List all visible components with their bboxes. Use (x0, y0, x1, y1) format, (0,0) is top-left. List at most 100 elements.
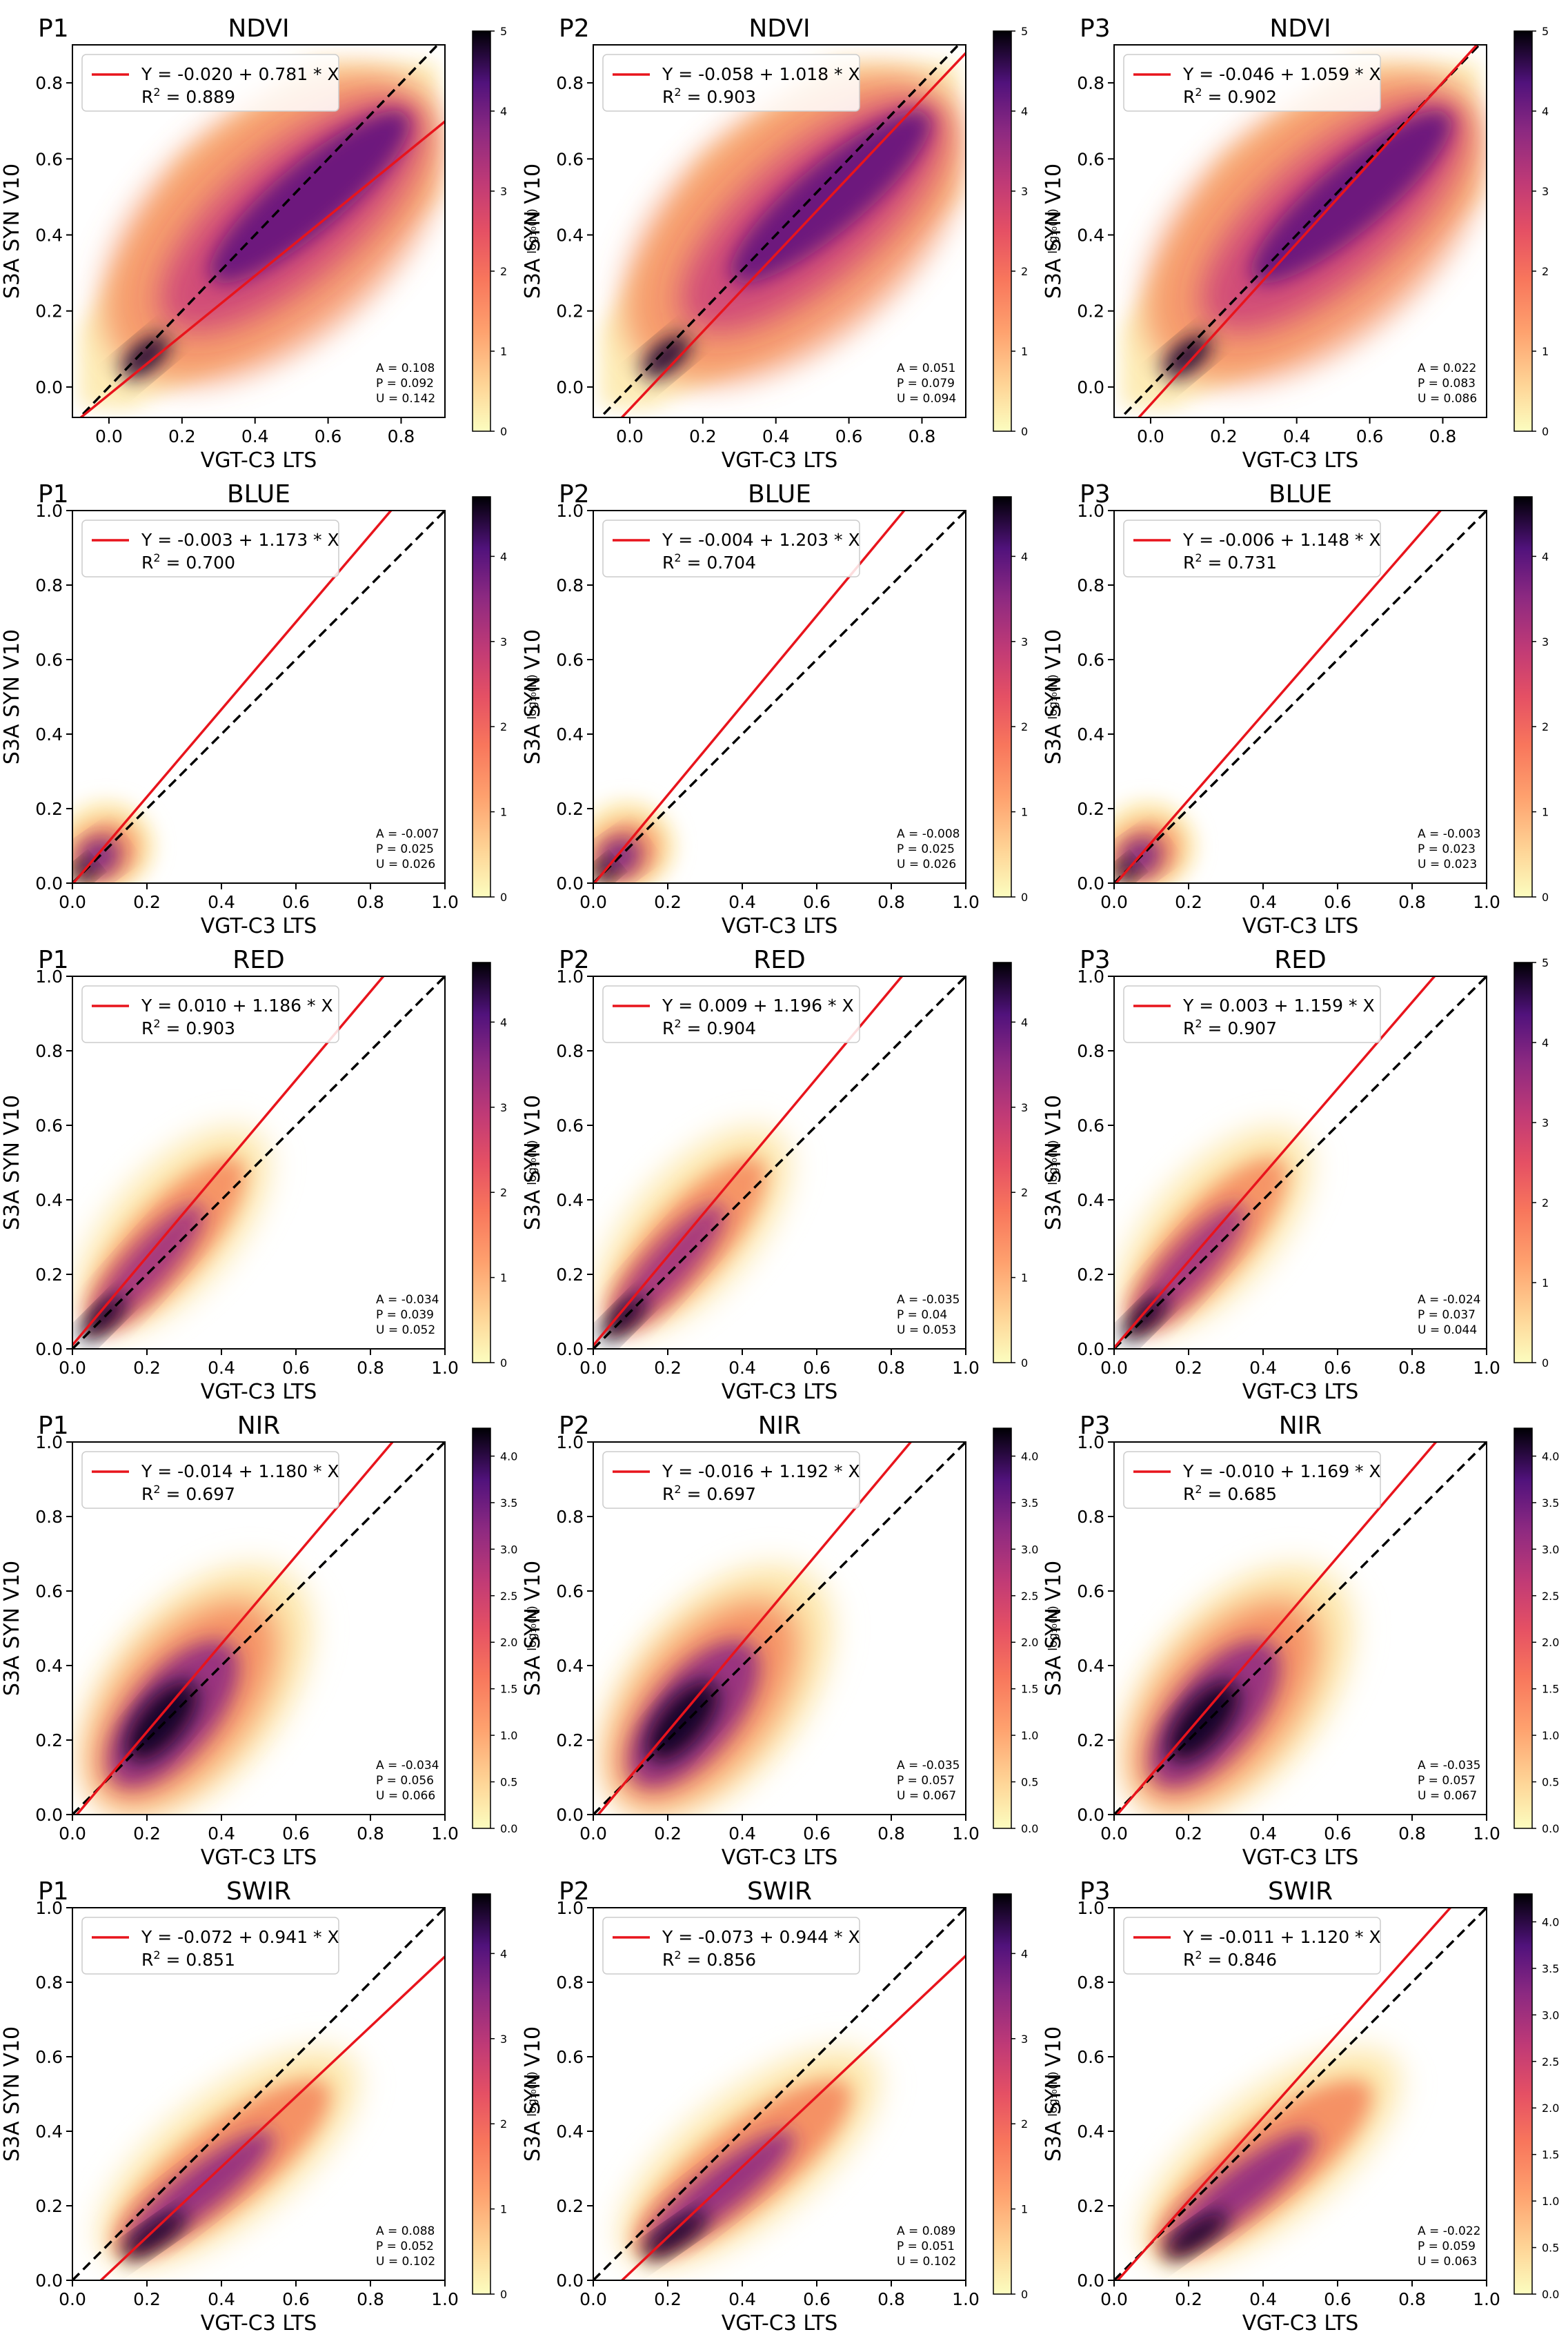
legend-box (81, 985, 339, 1043)
y-tick-label: 0.4 (35, 1190, 63, 1210)
legend-fit-equation: Y = 0.009 + 1.196 * X (662, 996, 854, 1016)
r2-value: 0.902 (1227, 87, 1277, 107)
density-blob (642, 334, 691, 379)
y-axis-label: S3A SYN V10 (521, 164, 545, 299)
legend-r2: R2 = 0.902 (1183, 86, 1277, 107)
colorbar-tick-label: 2 (500, 2117, 507, 2131)
y-tick-label: 0.8 (556, 1973, 584, 1993)
colorbar-tick-label: 3 (500, 2033, 507, 2046)
plot-area (78, 45, 445, 417)
stat-value: 0.053 (923, 1323, 957, 1337)
y-tick-label: 0.6 (1077, 650, 1104, 670)
legend-r2: R2 = 0.731 (1183, 551, 1277, 573)
r2-symbol: R (1183, 1018, 1195, 1038)
panel-title: SWIR (1268, 1877, 1333, 1906)
x-axis-label: VGT-C3 LTS (201, 1380, 317, 1404)
stat-key: A = (376, 1759, 401, 1772)
colorbar-tick-label: 0 (1021, 425, 1028, 438)
stat-a: A = 0.089 (897, 2224, 955, 2238)
y-tick-label: 0.2 (1077, 1265, 1104, 1285)
y-axis-label: S3A SYN V10 (1042, 164, 1066, 299)
stat-key: U = (376, 1323, 402, 1337)
y-tick-label: 0.8 (1077, 1041, 1104, 1061)
fit-line (99, 1955, 445, 2280)
colorbar-tick-label: 1.0 (1542, 2195, 1559, 2208)
r2-value: 0.846 (1227, 1950, 1277, 1970)
r2-equals: = (161, 1018, 186, 1038)
x-tick-label: 0.6 (803, 892, 831, 912)
x-tick-label: 0.0 (59, 1358, 86, 1378)
x-tick-label: 1.0 (431, 2289, 459, 2309)
stat-key: P = (1418, 1308, 1442, 1322)
stat-key: A = (1418, 2224, 1443, 2238)
panel-title: NDVI (1269, 14, 1331, 43)
stat-u: U = 0.026 (376, 858, 435, 871)
r2-equals: = (682, 1950, 707, 1970)
identity-line (78, 45, 439, 417)
colorbar-tick-label: 5 (500, 25, 507, 38)
x-tick-label: 0.0 (59, 1824, 86, 1844)
stat-u: U = 0.063 (1418, 2255, 1477, 2269)
r2-symbol: R (1183, 1484, 1195, 1504)
chart-panel: 0.0 0.2 0.4 0.6 0.8 1.0 0.0 0.2 0.4 0.6 0.8 1.0 VGT-… (0, 480, 539, 938)
r2-equals: = (1202, 553, 1228, 573)
stat-value: 0.094 (923, 392, 957, 406)
legend-box (602, 1451, 860, 1509)
colorbar-tick-label: 3.0 (500, 1543, 517, 1556)
stat-key: P = (376, 377, 400, 391)
colorbar-tick-label: 1 (1021, 1272, 1028, 1285)
colorbar-tick-label: 2 (1021, 2117, 1028, 2131)
panel-title: NDVI (748, 14, 810, 43)
stat-key: U = (1418, 858, 1444, 871)
density-cloud (1121, 60, 1486, 410)
stat-a: A = 0.088 (376, 2224, 435, 2238)
x-tick-label: 0.2 (654, 892, 682, 912)
r2-equals: = (682, 553, 707, 573)
stat-a: A = -0.003 (1418, 827, 1481, 841)
colorbar-tick-label: 4.0 (1542, 1450, 1559, 1463)
stat-key: U = (376, 392, 402, 406)
r2-value: 0.697 (706, 1484, 756, 1504)
y-tick-label: 0.6 (556, 149, 584, 169)
y-tick-label: 0.2 (1077, 302, 1104, 322)
stat-key: A = (897, 1293, 922, 1307)
y-tick-label: 0.4 (556, 1190, 584, 1210)
colorbar-tick-label: 3 (500, 185, 507, 198)
r2-superscript: 2 (1195, 1483, 1202, 1496)
y-tick-label: 1.0 (556, 967, 584, 987)
stat-key: P = (897, 377, 921, 391)
y-tick-label: 1.0 (1077, 1898, 1104, 1918)
panel-title: RED (1274, 946, 1326, 974)
y-axis-label: S3A SYN V10 (1042, 1561, 1066, 1696)
plot-area (72, 511, 445, 883)
x-axis-label: VGT-C3 LTS (722, 1846, 838, 1870)
stat-value: 0.108 (401, 362, 435, 375)
axes-frame (593, 44, 966, 418)
legend-fit-equation: Y = -0.020 + 0.781 * X (141, 64, 339, 84)
legend-fit-equation: Y = -0.073 + 0.944 * X (662, 1927, 860, 1947)
stat-value: -0.024 (1443, 1293, 1481, 1307)
x-tick-label: 0.2 (1175, 1824, 1202, 1844)
x-tick-label: 0.4 (1249, 892, 1277, 912)
x-tick-label: 0.6 (1324, 892, 1351, 912)
y-tick-label: 0.6 (1077, 1581, 1104, 1601)
x-tick-label: 0.0 (1100, 2289, 1128, 2309)
y-tick-label: 0.0 (1077, 1805, 1104, 1825)
r2-value: 0.903 (186, 1018, 235, 1038)
x-tick-label: 1.0 (952, 892, 980, 912)
colorbar-label: log₁₀(N) (1046, 208, 1060, 254)
r2-value: 0.856 (706, 1950, 756, 1970)
stat-key: A = (897, 827, 922, 841)
colorbar-tick-label: 0 (500, 891, 507, 904)
colorbar-label: log₁₀(N) (1046, 2071, 1060, 2117)
panel-id: P1 (38, 480, 69, 508)
r2-equals: = (1202, 87, 1228, 107)
r2-symbol: R (662, 553, 674, 573)
legend-r2: R2 = 0.856 (662, 1948, 756, 1970)
colorbar-tick-label: 0 (500, 1356, 507, 1370)
y-tick-label: 0.4 (556, 724, 584, 744)
colorbar-tick-label: 2.0 (1021, 1636, 1038, 1649)
colorbar-tick-label: 4.0 (500, 1450, 517, 1463)
y-tick-label: 0.6 (35, 149, 63, 169)
x-tick-label: 1.0 (1473, 892, 1500, 912)
